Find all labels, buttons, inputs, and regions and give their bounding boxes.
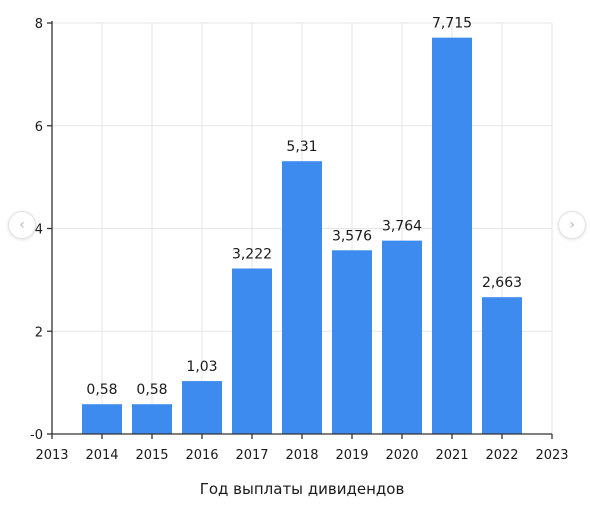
x-tick-label: 2013	[35, 448, 68, 463]
bar-value-label: 2,663	[482, 275, 522, 291]
bar-value-label: 3,764	[382, 219, 422, 235]
bars	[82, 37, 522, 435]
y-tick-label: 8	[35, 17, 43, 32]
chevron-right-icon: ›	[569, 217, 575, 233]
bar-value-label: 0,58	[136, 382, 167, 398]
bar	[482, 297, 522, 434]
chevron-left-icon: ‹	[19, 217, 25, 233]
bar-value-label: 3,576	[332, 228, 372, 244]
carousel-next-button[interactable]: ›	[558, 211, 586, 239]
bar-value-label: 0,58	[86, 382, 117, 398]
x-tick-label: 2018	[285, 448, 318, 463]
bar-value-label: 7,715	[432, 16, 472, 32]
y-tick-label: 2	[35, 325, 43, 340]
x-tick-label: 2017	[235, 448, 268, 463]
bar-value-label: 3,222	[232, 246, 272, 262]
axes: -0 2 4 6 8 2013 2014 2015 2016 2017 2018 2019 2020 20…	[30, 17, 569, 463]
y-tick-label: 6	[35, 120, 43, 135]
x-tick-label: 2022	[485, 448, 518, 463]
bar	[232, 268, 272, 434]
bar	[332, 250, 372, 434]
x-tick-label: 2019	[335, 448, 368, 463]
bar	[432, 37, 472, 434]
bar	[82, 404, 122, 434]
y-tick-label: -0	[30, 428, 43, 443]
x-tick-label: 2014	[85, 448, 118, 463]
bar-value-label: 5,31	[286, 139, 317, 155]
bar-value-label: 1,03	[186, 359, 217, 375]
bar	[382, 240, 422, 434]
bar	[182, 381, 222, 434]
bar	[282, 161, 322, 435]
y-tick-label: 4	[35, 223, 43, 238]
x-tick-label: 2015	[135, 448, 168, 463]
bar	[132, 404, 172, 434]
x-axis-title: Год выплаты дивидендов	[200, 480, 405, 498]
x-tick-label: 2020	[385, 448, 418, 463]
x-tick-label: 2016	[185, 448, 218, 463]
data-labels: 0,58 0,58 1,03 3,222 5,31 3,576 3,764 7,715 2,66…	[86, 16, 522, 399]
x-tick-label: 2023	[535, 448, 568, 463]
x-tick-label: 2021	[435, 448, 468, 463]
carousel-prev-button[interactable]: ‹	[8, 211, 36, 239]
